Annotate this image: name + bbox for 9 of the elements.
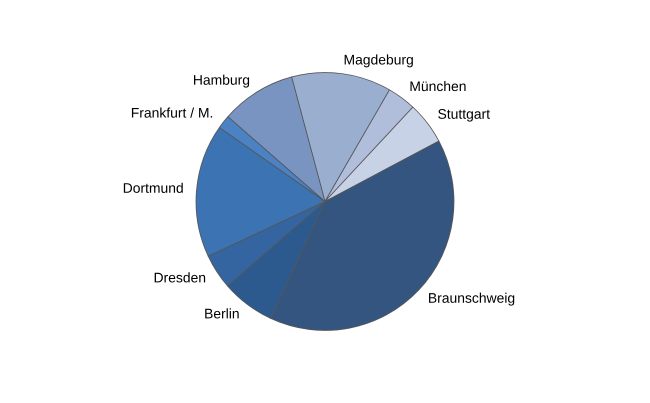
slice-label: Dortmund: [124, 182, 183, 193]
slice-label: Frankfurt / M.: [132, 107, 212, 118]
slice-label: Dresden: [154, 272, 206, 282]
slice-label: Stuttgart: [438, 109, 490, 122]
slice-label: Braunschweig: [429, 292, 514, 306]
slice-label: Magdeburg: [344, 54, 413, 68]
slice-label: Hamburg: [194, 74, 250, 88]
slice-label: Berlin: [205, 308, 239, 318]
slice-label: München: [410, 80, 466, 92]
